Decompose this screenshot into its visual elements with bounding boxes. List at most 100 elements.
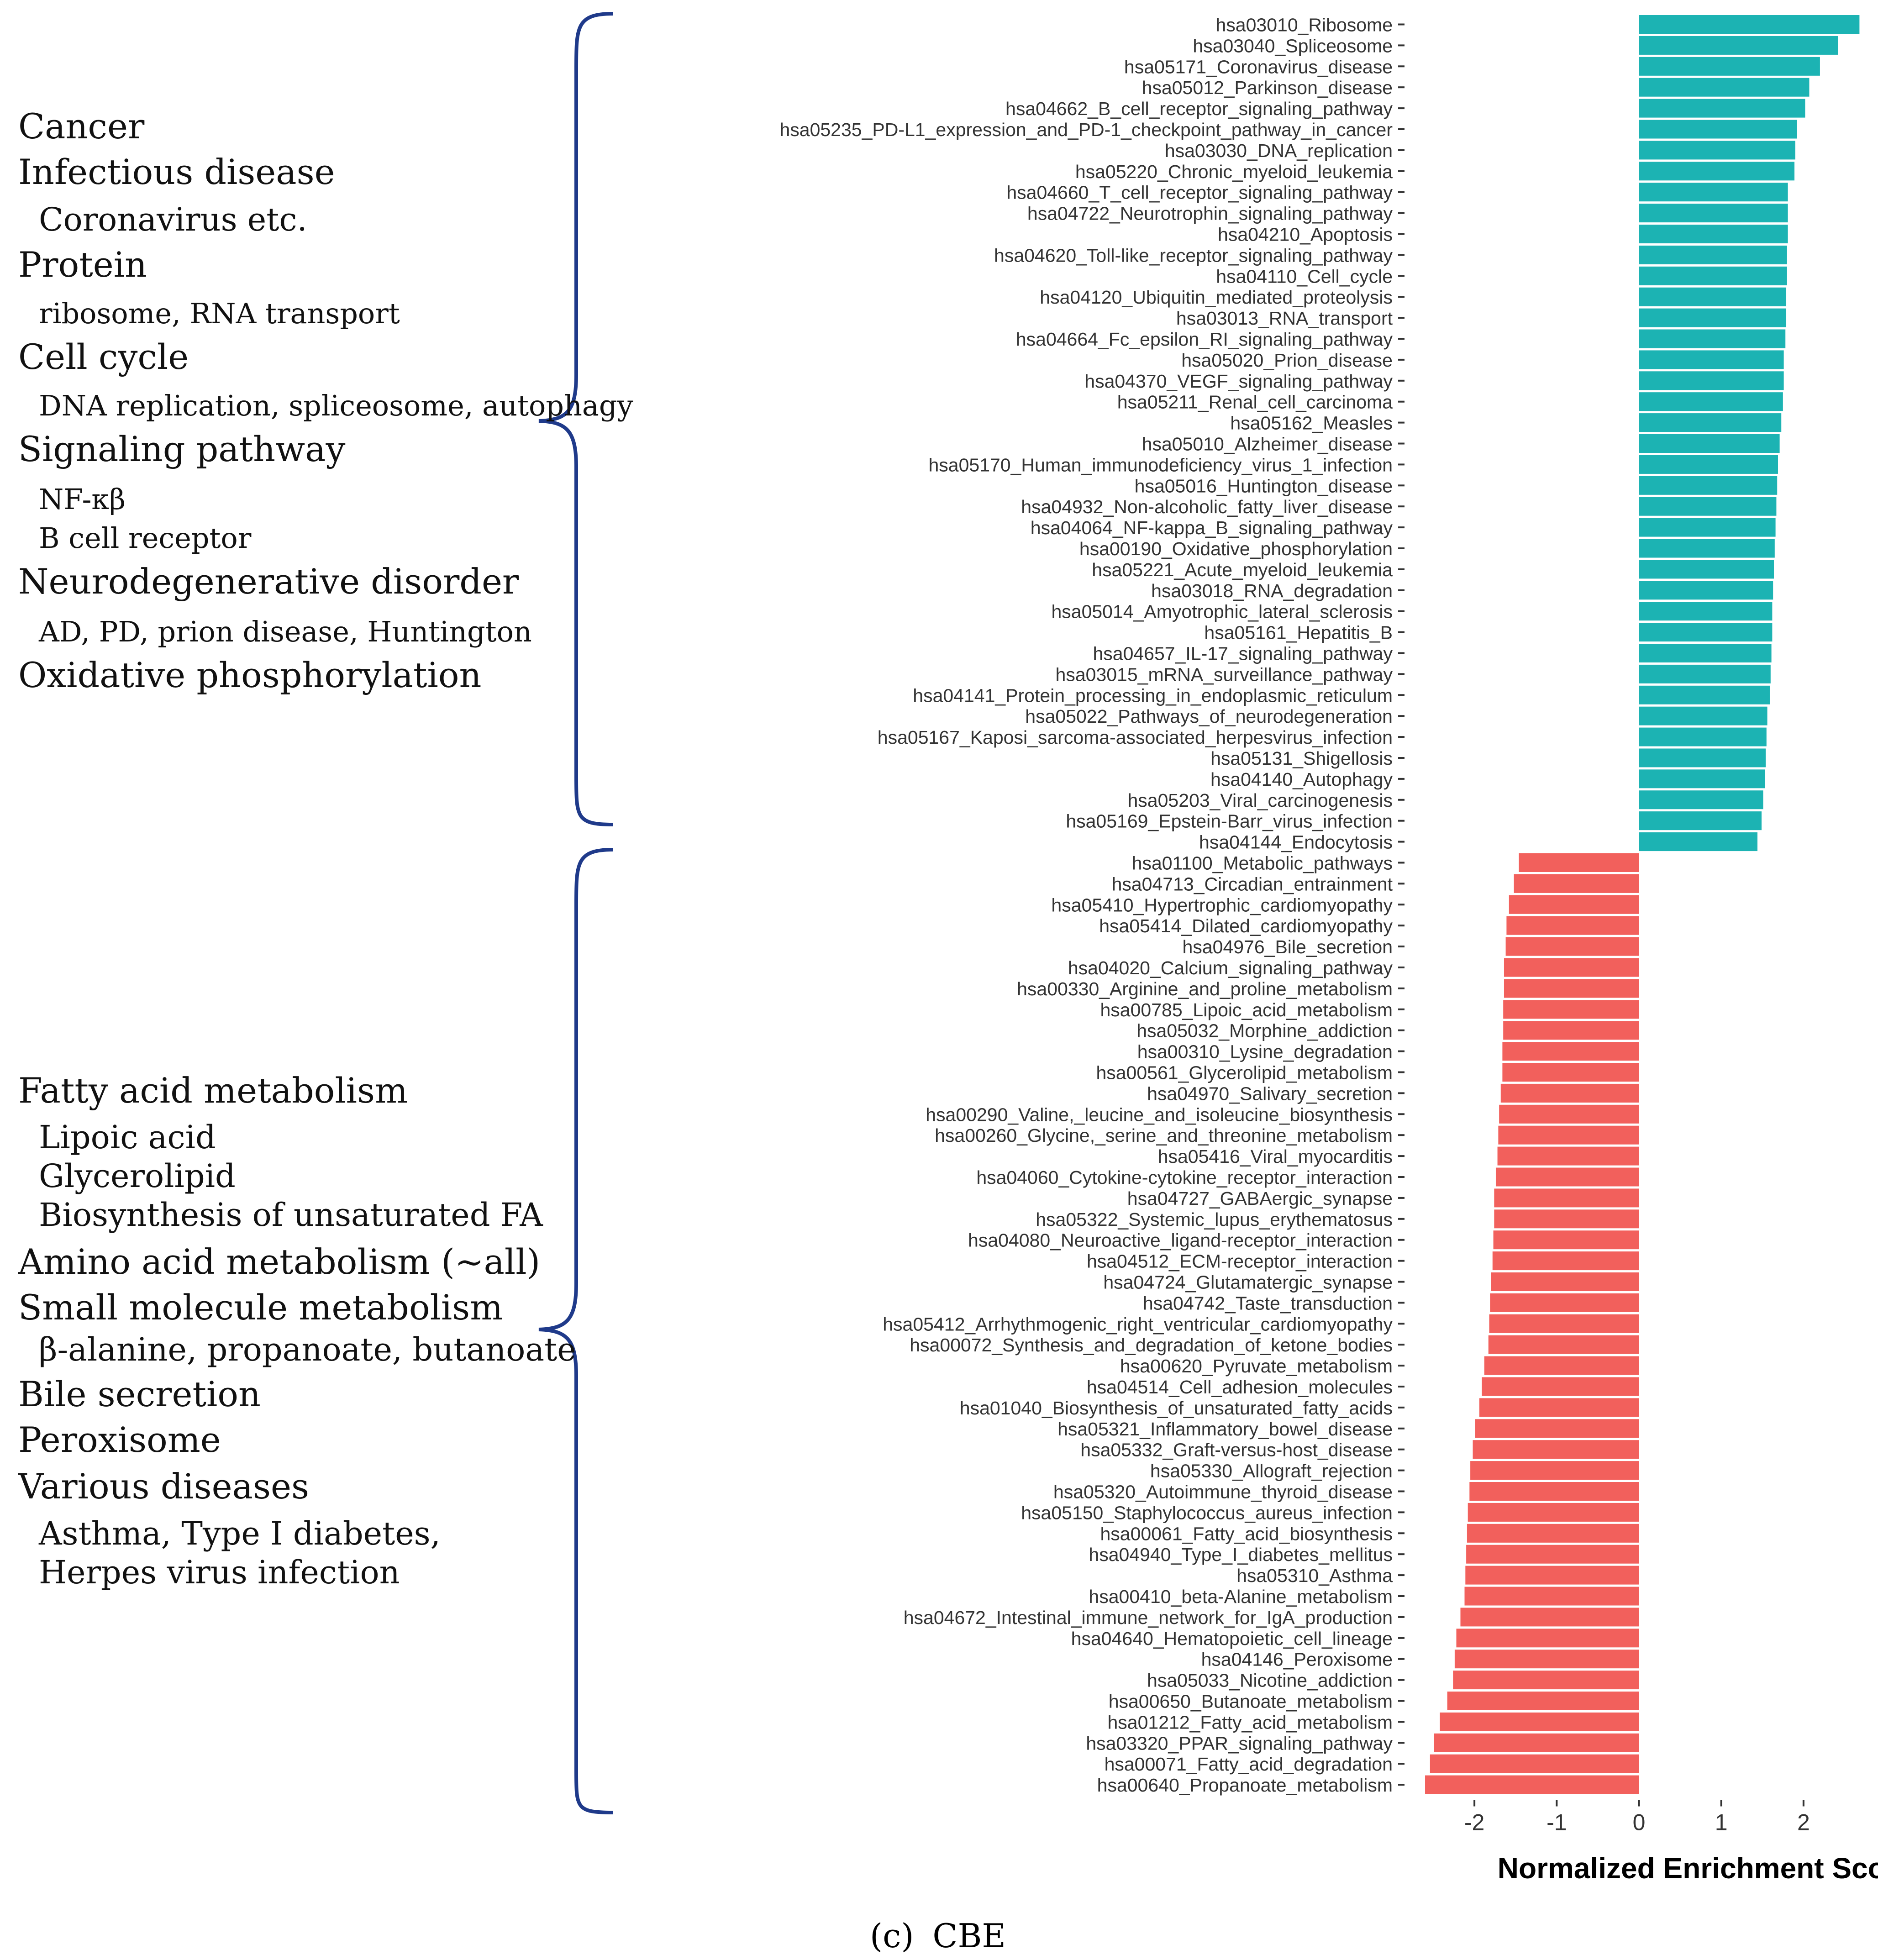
pathway-label: hsa04932_Non-alcoholic_fatty_liver_disea… (1021, 496, 1393, 517)
category-detail: Coronavirus etc. (39, 201, 307, 238)
pathway-label: hsa04064_NF-kappa_B_signaling_pathway (1031, 517, 1393, 538)
bar-hsa03018_RNA_degradation (1639, 581, 1773, 600)
category-detail: ribosome, RNA transport (39, 297, 400, 330)
pathway-label: hsa00620_Pyruvate_metabolism (1120, 1356, 1393, 1377)
bar-hsa00072_Synthesis_and_degradation_of_ketone_bodies (1488, 1335, 1639, 1354)
pathway-label: hsa05410_Hypertrophic_cardiomyopathy (1051, 894, 1393, 915)
pathway-label: hsa04940_Type_I_diabetes_mellitus (1089, 1544, 1393, 1565)
category-heading: Signaling pathway (18, 429, 345, 469)
pathway-label: hsa04727_GABAergic_synapse (1127, 1188, 1393, 1209)
pathway-label: hsa05414_Dilated_cardiomyopathy (1099, 915, 1393, 936)
bar-hsa00310_Lysine_degradation (1502, 1042, 1639, 1061)
bar-hsa01100_Metabolic_pathways (1519, 853, 1639, 872)
x-tick-label: 1 (1715, 1810, 1728, 1835)
bar-hsa05211_Renal_cell_carcinoma (1639, 392, 1783, 411)
pathway-label: hsa05171_Coronavirus_disease (1124, 56, 1393, 77)
pathway-label: hsa05032_Morphine_addiction (1136, 1020, 1393, 1041)
bar-hsa04727_GABAergic_synapse (1494, 1188, 1639, 1208)
pathway-label: hsa04210_Apoptosis (1218, 224, 1393, 245)
pathway-label: hsa05332_Graft-versus-host_disease (1080, 1440, 1393, 1461)
bar-hsa05320_Autoimmune_thyroid_disease (1469, 1482, 1639, 1501)
pathway-label: hsa03040_Spliceosome (1193, 35, 1393, 56)
pathway-label: hsa05162_Measles (1230, 413, 1393, 434)
pathway-label: hsa04512_ECM-receptor_interaction (1087, 1251, 1393, 1272)
pathway-label: hsa04742_Taste_transduction (1143, 1293, 1393, 1314)
bar-hsa00785_Lipoic_acid_metabolism (1503, 1000, 1639, 1019)
pathway-label: hsa00330_Arginine_and_proline_metabolism (1017, 978, 1393, 999)
pathway-label: hsa04976_Bile_secretion (1183, 936, 1393, 957)
bar-hsa03015_mRNA_surveillance_pathway (1639, 664, 1771, 683)
pathway-label: hsa04120_Ubiquitin_mediated_proteolysis (1040, 287, 1393, 308)
pathway-label: hsa05416_Viral_myocarditis (1158, 1146, 1393, 1167)
category-detail: Glycerolipid (39, 1157, 236, 1195)
pathway-label: hsa04657_IL-17_signaling_pathway (1093, 643, 1393, 664)
pathway-label: hsa05010_Alzheimer_disease (1142, 434, 1393, 455)
caption-letter: (c) (870, 1917, 914, 1955)
pathway-label: hsa05330_Allograft_rejection (1150, 1461, 1393, 1482)
category-detail: B cell receptor (39, 521, 252, 555)
pathway-label: hsa05221_Acute_myeloid_leukemia (1092, 559, 1393, 580)
bar-hsa04724_Glutamatergic_synapse (1491, 1272, 1639, 1291)
pathway-label: hsa00640_Propanoate_metabolism (1097, 1775, 1393, 1796)
bar-hsa05414_Dilated_cardiomyopathy (1506, 916, 1639, 935)
pathway-label: hsa05167_Kaposi_sarcoma-associated_herpe… (878, 727, 1393, 748)
pathway-label: hsa04722_Neurotrophin_signaling_pathway (1027, 203, 1393, 224)
pathway-label: hsa04141_Protein_processing_in_endoplasm… (913, 685, 1393, 706)
bar-hsa04713_Circadian_entrainment (1514, 874, 1639, 893)
pathway-label: hsa03320_PPAR_signaling_pathway (1086, 1733, 1393, 1754)
bar-hsa05033_Nicotine_addiction (1453, 1671, 1639, 1690)
bar-hsa00260_Glycine,_serine_and_threonine_metabolism (1498, 1125, 1639, 1145)
bar-hsa04210_Apoptosis (1639, 225, 1788, 243)
category-heading: Various diseases (18, 1466, 309, 1507)
pathway-label: hsa01040_Biosynthesis_of_unsaturated_fat… (960, 1398, 1393, 1419)
bar-hsa05167_Kaposi_sarcoma-associated_herpesvirus_infection (1639, 727, 1767, 746)
pathway-label: hsa04640_Hematopoietic_cell_lineage (1071, 1628, 1393, 1649)
pathway-label: hsa04144_Endocytosis (1199, 832, 1393, 853)
bar-hsa04120_Ubiquitin_mediated_proteolysis (1639, 287, 1787, 306)
downregulated-categories: Fatty acid metabolism Lipoic acidGlycerol… (18, 1070, 576, 1591)
category-heading: Neurodegenerative disorder (18, 561, 519, 602)
upregulated-categories: Cancer Infectious disease Coronavirus etc.… (18, 106, 633, 695)
x-tick-label: -2 (1464, 1810, 1484, 1835)
pathway-label: hsa01100_Metabolic_pathways (1132, 853, 1393, 874)
bar-hsa05203_Viral_carcinogenesis (1639, 790, 1763, 809)
pathway-label: hsa04370_VEGF_signaling_pathway (1084, 371, 1393, 392)
pathway-label: hsa05014_Amyotrophic_lateral_sclerosis (1051, 601, 1393, 622)
bar-hsa05332_Graft-versus-host_disease (1473, 1440, 1639, 1459)
bar-hsa01212_Fatty_acid_metabolism (1440, 1712, 1639, 1731)
bar-hsa04664_Fc_epsilon_RI_signaling_pathway (1639, 329, 1786, 348)
pathway-label: hsa05020_Prion_disease (1181, 350, 1393, 371)
bar-hsa00650_Butanoate_metabolism (1447, 1692, 1639, 1710)
bar-hsa05161_Hepatitis_B (1639, 623, 1773, 642)
bar-hsa05162_Measles (1639, 413, 1782, 432)
bar-hsa04742_Taste_transduction (1490, 1293, 1639, 1312)
bar-hsa05016_Huntington_disease (1639, 476, 1778, 495)
pathway-label: hsa05131_Shigellosis (1210, 748, 1393, 769)
pathway-label: hsa05170_Human_immunodeficiency_virus_1_… (928, 454, 1393, 475)
bar-hsa05032_Morphine_addiction (1503, 1021, 1639, 1040)
bar-hsa03013_RNA_transport (1639, 308, 1787, 327)
bar-hsa00640_Propanoate_metabolism (1425, 1775, 1639, 1794)
pathway-label: hsa01212_Fatty_acid_metabolism (1108, 1712, 1393, 1733)
bar-hsa04976_Bile_secretion (1505, 937, 1639, 956)
category-heading: Infectious disease (18, 152, 335, 192)
bar-hsa05416_Viral_myocarditis (1497, 1146, 1639, 1166)
bar-hsa00410_beta-Alanine_metabolism (1464, 1587, 1639, 1606)
category-heading: Fatty acid metabolism (18, 1070, 408, 1111)
bar-hsa04140_Autophagy (1639, 769, 1765, 788)
pathway-label: hsa03018_RNA_degradation (1151, 580, 1393, 601)
category-heading: Cancer (18, 106, 145, 147)
pathway-label: hsa04060_Cytokine-cytokine_receptor_inte… (976, 1167, 1393, 1188)
category-detail: β-alanine, propanoate, butanoate (39, 1331, 576, 1368)
bar-hsa03040_Spliceosome (1639, 36, 1838, 55)
bar-hsa00330_Arginine_and_proline_metabolism (1504, 979, 1639, 998)
bar-hsa04064_NF-kappa_B_signaling_pathway (1639, 518, 1776, 537)
x-tick-label: -1 (1547, 1810, 1567, 1835)
pathway-label: hsa04110_Cell_cycle (1216, 266, 1393, 287)
bar-hsa04060_Cytokine-cytokine_receptor_interaction (1495, 1167, 1639, 1187)
pathway-label: hsa03013_RNA_transport (1176, 308, 1393, 329)
bar-hsa04657_IL-17_signaling_pathway (1639, 644, 1772, 662)
bar-hsa01040_Biosynthesis_of_unsaturated_fatty_acids (1479, 1398, 1639, 1417)
pathway-label: hsa04724_Glutamatergic_synapse (1103, 1272, 1393, 1293)
